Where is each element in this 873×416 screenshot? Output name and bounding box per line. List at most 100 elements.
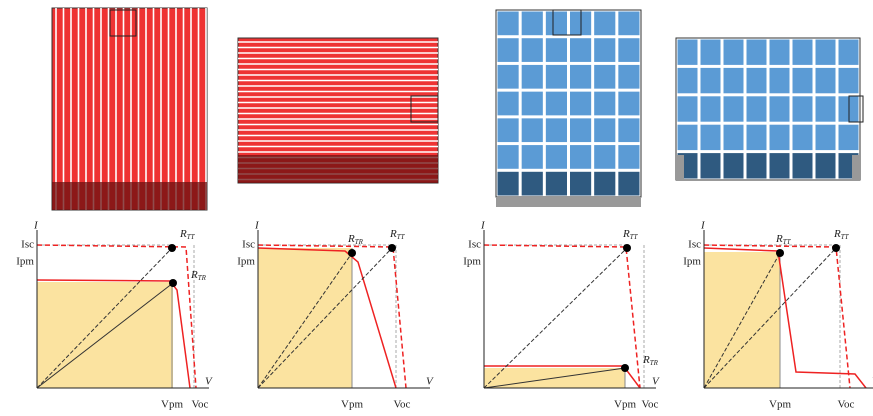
- cell: [769, 153, 790, 179]
- power-area: [258, 248, 352, 388]
- marker-box: [410, 95, 439, 123]
- cell: [545, 64, 567, 89]
- point-label-base: R: [642, 354, 650, 366]
- cell: [677, 124, 698, 151]
- point-label-base: R: [775, 233, 783, 245]
- point-label-sub: TR: [650, 359, 659, 367]
- cell: [570, 118, 592, 143]
- operating-point: [623, 244, 631, 252]
- shade: [52, 182, 207, 210]
- cell: [792, 153, 813, 179]
- load-line-b: [36, 282, 174, 389]
- cell: [618, 145, 640, 169]
- cell: [815, 67, 836, 94]
- cell: [723, 153, 744, 179]
- isc-label: Isc: [688, 239, 701, 251]
- cell: [769, 124, 790, 151]
- edge: [496, 197, 641, 207]
- ipm-label: Ipm: [16, 256, 34, 268]
- cell: [521, 38, 543, 62]
- point-label: RTT: [622, 228, 639, 241]
- cell: [700, 67, 721, 94]
- cell: [792, 96, 813, 122]
- point-label-sub: TT: [397, 233, 406, 241]
- cell: [618, 171, 640, 196]
- cell: [700, 153, 721, 179]
- cell: [746, 67, 767, 94]
- operating-point: [168, 244, 176, 252]
- point-label-sub: TR: [198, 274, 207, 282]
- y-axis-label: I: [480, 220, 486, 232]
- isc-label: Isc: [21, 239, 34, 251]
- point-label-sub: TT: [187, 233, 196, 241]
- cell: [723, 124, 744, 151]
- cell: [815, 96, 836, 122]
- cell: [594, 11, 616, 36]
- cell: [723, 67, 744, 94]
- operating-point: [348, 249, 356, 257]
- vpm-label: Vpm: [341, 399, 363, 411]
- operating-point: [776, 249, 784, 257]
- cell: [838, 67, 859, 94]
- voc-label: Voc: [838, 399, 855, 411]
- cell: [618, 118, 640, 143]
- point-label-base: R: [622, 228, 630, 240]
- cell: [497, 64, 519, 89]
- cell: [792, 39, 813, 65]
- cell: [521, 171, 543, 196]
- cell: [570, 64, 592, 89]
- cell: [497, 91, 519, 116]
- point-label-base: R: [190, 269, 198, 281]
- cell: [618, 64, 640, 89]
- vpm-label: Vpm: [161, 399, 183, 411]
- cell: [545, 171, 567, 196]
- cell: [792, 124, 813, 151]
- x-axis-label: V: [205, 376, 213, 388]
- isc-label: Isc: [242, 239, 255, 251]
- cell: [570, 91, 592, 116]
- point-label-sub: TT: [841, 233, 850, 241]
- cell: [618, 91, 640, 116]
- voc-label: Voc: [192, 399, 209, 411]
- cell: [497, 11, 519, 36]
- operating-point: [621, 364, 629, 372]
- voc-label: Voc: [394, 399, 411, 411]
- cell: [521, 64, 543, 89]
- cell: [521, 91, 543, 116]
- point-label: RTT: [833, 228, 850, 241]
- marker-box: [109, 9, 137, 37]
- point-label-base: R: [389, 228, 397, 240]
- voc-label: Voc: [642, 399, 659, 411]
- point-label-base: R: [833, 228, 841, 240]
- cell: [838, 124, 859, 151]
- point-label-base: R: [179, 228, 187, 240]
- cell: [521, 11, 543, 36]
- cell: [700, 96, 721, 122]
- cell: [497, 38, 519, 62]
- cell: [746, 96, 767, 122]
- marker-box: [848, 95, 864, 123]
- load-line-a: [703, 252, 781, 389]
- cell: [769, 96, 790, 122]
- cell: [521, 145, 543, 169]
- cell: [545, 11, 567, 36]
- y-axis-label: I: [254, 220, 260, 232]
- point-label: RTR: [190, 269, 207, 282]
- iv-curve-reference: [36, 244, 197, 389]
- vpm-label: Vpm: [614, 399, 636, 411]
- cell: [792, 67, 813, 94]
- cell: [545, 145, 567, 169]
- cell: [545, 38, 567, 62]
- load-line-b: [483, 367, 626, 389]
- cell: [618, 11, 640, 36]
- cell: [815, 153, 836, 179]
- ipm-label: Ipm: [237, 256, 255, 268]
- cell: [746, 124, 767, 151]
- y-axis-label: I: [700, 220, 706, 232]
- cell: [497, 145, 519, 169]
- cell: [594, 64, 616, 89]
- cell: [570, 38, 592, 62]
- point-label-sub: TR: [355, 238, 364, 246]
